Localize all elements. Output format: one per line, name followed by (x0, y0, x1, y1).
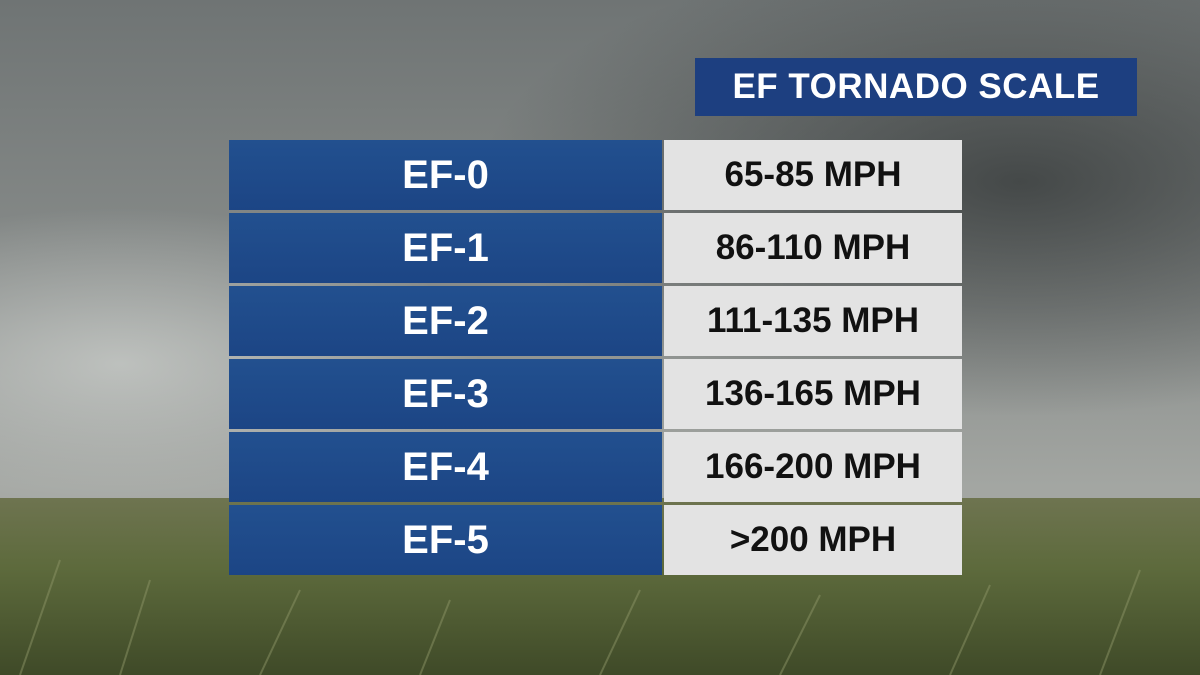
rating-cell: EF-3 (229, 359, 662, 429)
table-row: EF-2 111-135 MPH (229, 286, 962, 356)
table-row: EF-4 166-200 MPH (229, 432, 962, 502)
wind-speed-cell: >200 MPH (664, 505, 962, 575)
wind-speed-cell: 111-135 MPH (664, 286, 962, 356)
rating-cell: EF-0 (229, 140, 662, 210)
table-row: EF-0 65-85 MPH (229, 140, 962, 210)
wind-speed-cell: 136-165 MPH (664, 359, 962, 429)
rating-cell: EF-5 (229, 505, 662, 575)
rating-cell: EF-1 (229, 213, 662, 283)
title: EF TORNADO SCALE (695, 58, 1137, 116)
rating-cell: EF-2 (229, 286, 662, 356)
wind-speed-cell: 86-110 MPH (664, 213, 962, 283)
table-row: EF-5 >200 MPH (229, 505, 962, 575)
wind-speed-cell: 166-200 MPH (664, 432, 962, 502)
rating-cell: EF-4 (229, 432, 662, 502)
table-row: EF-3 136-165 MPH (229, 359, 962, 429)
wind-speed-cell: 65-85 MPH (664, 140, 962, 210)
table-row: EF-1 86-110 MPH (229, 213, 962, 283)
scale-table: EF-0 65-85 MPH EF-1 86-110 MPH EF-2 111-135 M… (229, 140, 962, 578)
